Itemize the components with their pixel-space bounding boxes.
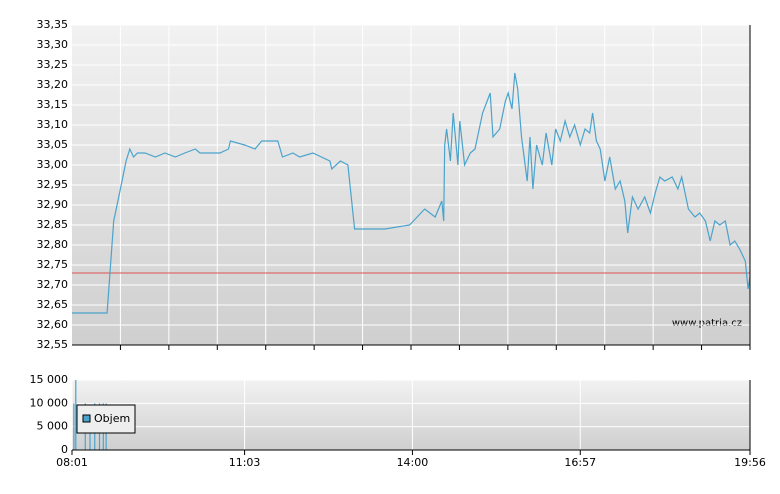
y-tick-label: 32,80 (37, 238, 69, 251)
x-tick-label: 14:00 (397, 456, 429, 469)
y-tick-label: 33,00 (37, 158, 69, 171)
y-tick-label: 33,15 (37, 98, 69, 111)
legend-label: Objem (94, 412, 130, 425)
y-tick-label: 15 000 (30, 373, 69, 386)
y-tick-label: 32,65 (37, 298, 69, 311)
y-tick-label: 33,35 (37, 18, 69, 31)
y-tick-label: 32,70 (37, 278, 69, 291)
x-tick-label: 11:03 (229, 456, 261, 469)
volume-plot-area (72, 380, 750, 450)
y-tick-label: 32,75 (37, 258, 69, 271)
x-tick-label: 19:56 (734, 456, 766, 469)
price-line (72, 72, 751, 314)
y-tick-label: 32,85 (37, 218, 69, 231)
y-tick-label: 10 000 (30, 396, 69, 409)
y-tick-label: 32,90 (37, 198, 69, 211)
y-tick-label: 33,20 (37, 78, 69, 91)
y-tick-label: 33,25 (37, 58, 69, 71)
y-tick-label: 32,60 (37, 318, 69, 331)
y-tick-label: 32,95 (37, 178, 69, 191)
y-tick-label: 32,55 (37, 338, 69, 351)
volume-bar (89, 426, 91, 450)
volume-bar (75, 380, 77, 450)
x-tick-label: 16:57 (564, 456, 596, 469)
volume-bar (73, 403, 75, 450)
x-tick-label: 08:01 (56, 456, 88, 469)
y-tick-label: 0 (61, 443, 68, 456)
watermark: www.patria.cz (672, 318, 742, 329)
y-tick-label: 33,30 (37, 38, 69, 51)
y-tick-label: 33,05 (37, 138, 69, 151)
y-tick-label: 5 000 (37, 420, 69, 433)
y-tick-label: 33,10 (37, 118, 69, 131)
legend-swatch (82, 414, 91, 423)
